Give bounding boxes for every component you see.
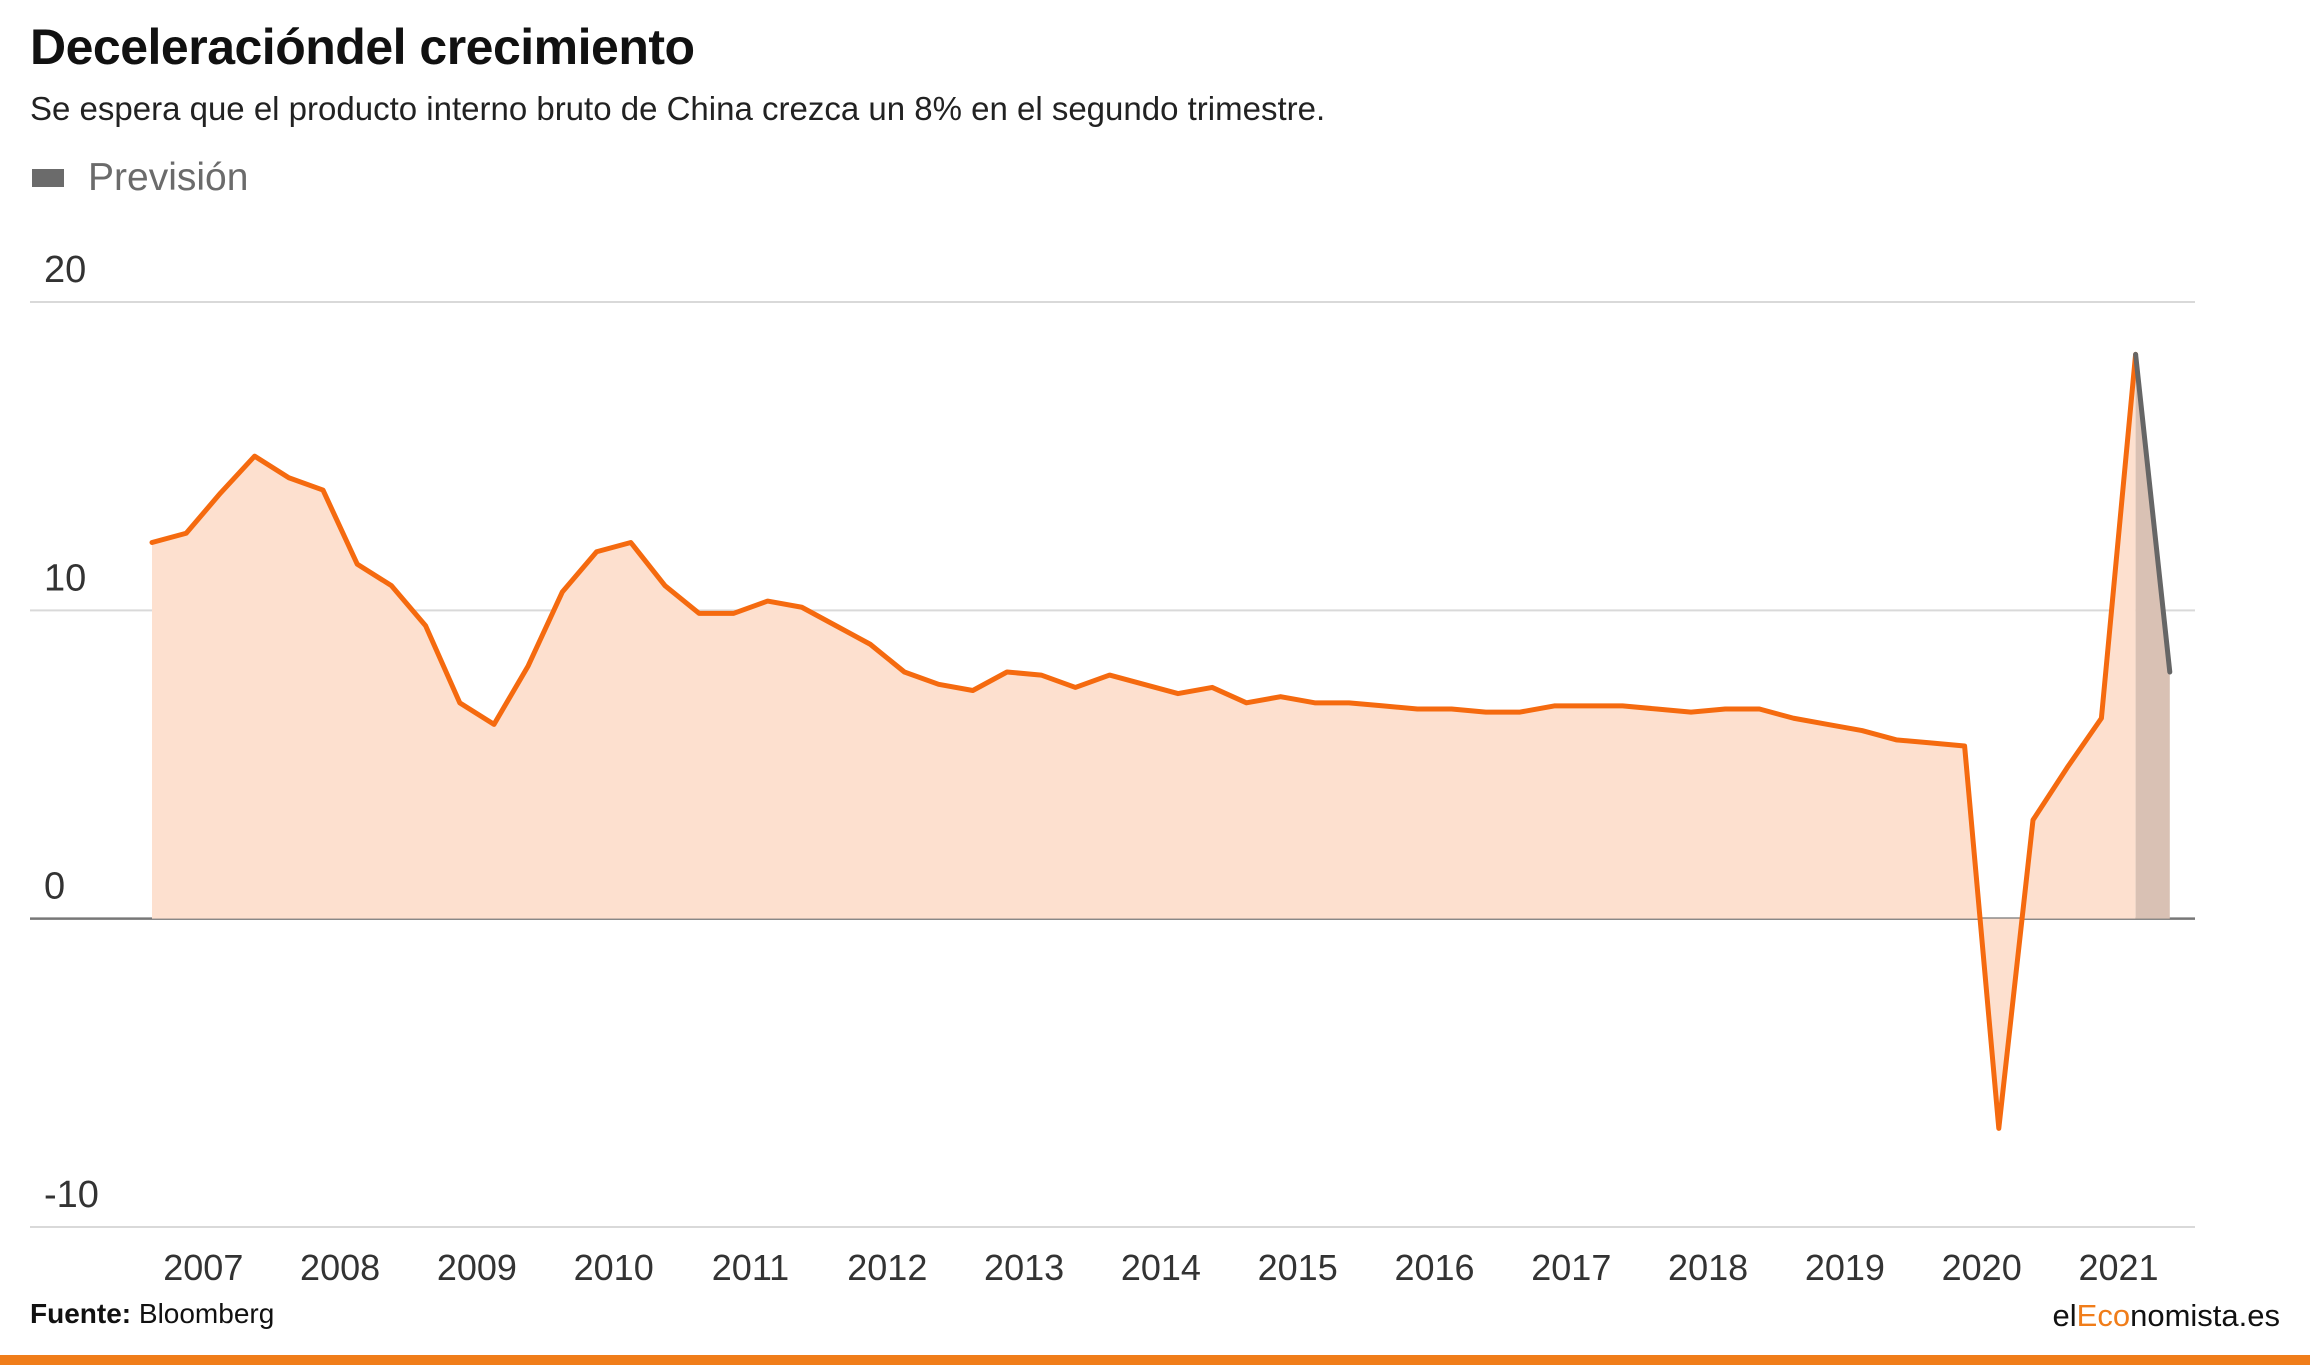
source-value: Bloomberg: [138, 1298, 275, 1329]
x-tick-label: 2010: [574, 1247, 654, 1288]
source-note: Fuente: Bloomberg: [30, 1298, 274, 1330]
y-tick-label: 20: [44, 249, 86, 291]
x-tick-label: 2017: [1531, 1247, 1611, 1288]
x-tick-label: 2008: [300, 1247, 380, 1288]
x-tick-label: 2007: [163, 1247, 243, 1288]
series-layer: [149, 351, 2173, 1131]
brand-suffix: nomista.es: [2130, 1298, 2280, 1333]
x-tick-label: 2021: [2078, 1247, 2158, 1288]
legend: Previsión: [32, 156, 248, 200]
chart-subtitle: Se espera que el producto interno bruto …: [30, 90, 1326, 127]
x-tick-label: 2018: [1668, 1247, 1748, 1288]
x-tick-label: 2020: [1942, 1247, 2022, 1288]
x-tick-label: 2019: [1805, 1247, 1885, 1288]
forecast-line: [2133, 351, 2173, 675]
y-tick-label: -10: [44, 1174, 99, 1216]
x-axis-ticks: 2007 2008 2009 2010 2011 2012 2013 2014 2015 2016…: [163, 1247, 2158, 1288]
x-tick-label: 2014: [1121, 1247, 1201, 1288]
x-tick-label: 2012: [847, 1247, 927, 1288]
y-tick-label: 0: [44, 866, 65, 908]
x-tick-label: 2011: [712, 1247, 789, 1288]
x-tick-label: 2016: [1394, 1247, 1474, 1288]
brand-logo: elEconomista.es: [2053, 1298, 2280, 1334]
brand-accent: Eco: [2076, 1298, 2131, 1333]
x-tick-label: 2013: [984, 1247, 1064, 1288]
forecast-area: [2135, 354, 2170, 919]
x-tick-label: 2009: [437, 1247, 517, 1288]
legend-swatch-forecast: [32, 169, 64, 187]
series-area: [152, 354, 2136, 1129]
brand-prefix: el: [2052, 1298, 2077, 1333]
x-tick-label: 2015: [1258, 1247, 1338, 1288]
y-tick-label: 10: [44, 557, 86, 599]
chart-title: Deceleracióndel crecimiento: [30, 19, 695, 75]
bottom-accent-bar: [0, 1355, 2310, 1365]
y-axis-ticks: 20 10 0 -10: [44, 249, 99, 1216]
source-label: Fuente:: [30, 1298, 132, 1329]
legend-label-forecast: Previsión: [88, 156, 249, 199]
series-line: [149, 351, 2139, 1131]
